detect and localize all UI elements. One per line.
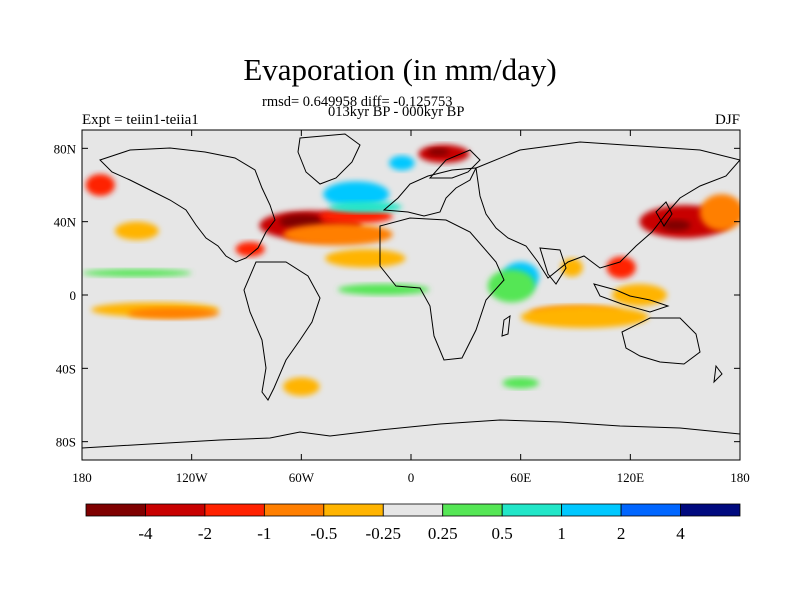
x-tick-label-1: 120W — [176, 470, 209, 485]
australia-coastline — [621, 317, 701, 365]
madagascar-coastline — [501, 314, 511, 337]
anomaly-region-14 — [487, 269, 536, 303]
y-tick-label-3: 40S — [56, 361, 76, 376]
coastlines — [82, 133, 740, 449]
colorbar-label-0: -4 — [138, 524, 153, 543]
colorbar-box-4 — [323, 503, 384, 517]
scandinavia-coastline — [428, 149, 481, 179]
colorbar-box-7 — [501, 503, 563, 517]
map-axes: 180 120W 60W 0 60E 120E 180 80N 40N 0 40S 80S — [54, 130, 750, 485]
colorbar-box-0 — [85, 503, 146, 517]
anomaly-region-4 — [323, 181, 390, 208]
africa-coastline — [379, 217, 505, 361]
x-tick-label-0: 180 — [72, 470, 92, 485]
colorbar-label-9: 4 — [676, 524, 685, 543]
colorbar: -4 -2 -1 -0.5 -0.25 0.25 0.5 1 2 4 — [85, 503, 741, 543]
page-title: Evaporation (in mm/day) — [243, 52, 557, 87]
anomaly-region-23 — [502, 377, 539, 389]
stats-line-1: rmsd= 0.649958 diff= -0.125753 — [262, 94, 453, 110]
south-america-coastline — [243, 261, 321, 401]
x-tick-label-5: 120E — [617, 470, 645, 485]
season-label: DJF — [714, 112, 740, 128]
y-tick-label-0: 80N — [54, 141, 77, 156]
colorbar-box-2 — [204, 503, 265, 517]
antarctica-coastline — [82, 419, 740, 449]
y-tick-label-4: 80S — [56, 435, 76, 450]
anomaly-region-26 — [612, 284, 667, 306]
colorbar-box-5 — [382, 503, 444, 517]
colorbar-label-1: -2 — [198, 524, 212, 543]
anomaly-region-11 — [699, 194, 740, 231]
anomaly-region-12 — [85, 174, 115, 196]
anomaly-region-2 — [319, 208, 393, 224]
greenland-coastline — [297, 133, 361, 185]
anomaly-region-27 — [235, 241, 265, 257]
indonesia-coastline — [593, 283, 670, 313]
anomaly-region-8 — [389, 155, 415, 171]
anomaly-field — [82, 144, 740, 396]
colorbar-box-8 — [561, 503, 622, 517]
x-tick-label-4: 60E — [510, 470, 531, 485]
colorbar-label-5: 0.25 — [428, 524, 458, 543]
colorbar-box-9 — [620, 503, 681, 517]
colorbar-label-3: -0.5 — [310, 524, 337, 543]
x-tick-label-3: 0 — [408, 470, 415, 485]
x-tick-label-2: 60W — [289, 470, 315, 485]
colorbar-box-3 — [263, 503, 325, 517]
anomaly-region-22 — [283, 377, 320, 396]
colorbar-box-6 — [442, 503, 503, 517]
anomaly-region-7 — [427, 148, 450, 156]
y-tick-label-2: 0 — [70, 288, 77, 303]
colorbar-box-1 — [145, 503, 206, 517]
anomaly-region-25 — [606, 256, 636, 279]
colorbar-label-4: -0.25 — [366, 524, 401, 543]
colorbar-label-6: 0.5 — [492, 524, 513, 543]
y-tick-label-1: 40N — [54, 215, 77, 230]
japan-coastline — [655, 201, 673, 227]
anomaly-region-28 — [114, 221, 159, 240]
anomaly-region-10 — [661, 219, 691, 231]
anomaly-region-21 — [82, 269, 192, 277]
colorbar-label-2: -1 — [257, 524, 271, 543]
colorbar-label-7: 1 — [557, 524, 566, 543]
anomaly-region-19 — [337, 284, 430, 295]
new-zealand-coastline — [713, 364, 723, 384]
anomaly-region-16 — [127, 307, 220, 319]
stats-line-2: 013kyr BP - 000kyr BP — [328, 104, 465, 120]
experiment-label: Expt = teiin1-teiia1 — [82, 112, 199, 128]
anomaly-region-3 — [283, 223, 393, 246]
x-tick-label-6: 180 — [730, 470, 750, 485]
anomaly-region-18 — [520, 306, 649, 328]
india-coastline — [539, 247, 567, 285]
europe-coastline — [382, 167, 477, 217]
north-america-coastline — [99, 147, 276, 263]
colorbar-label-8: 2 — [617, 524, 626, 543]
asia-coastline — [475, 141, 740, 279]
colorbar-box-10 — [680, 503, 741, 517]
anomaly-region-20 — [325, 249, 406, 268]
